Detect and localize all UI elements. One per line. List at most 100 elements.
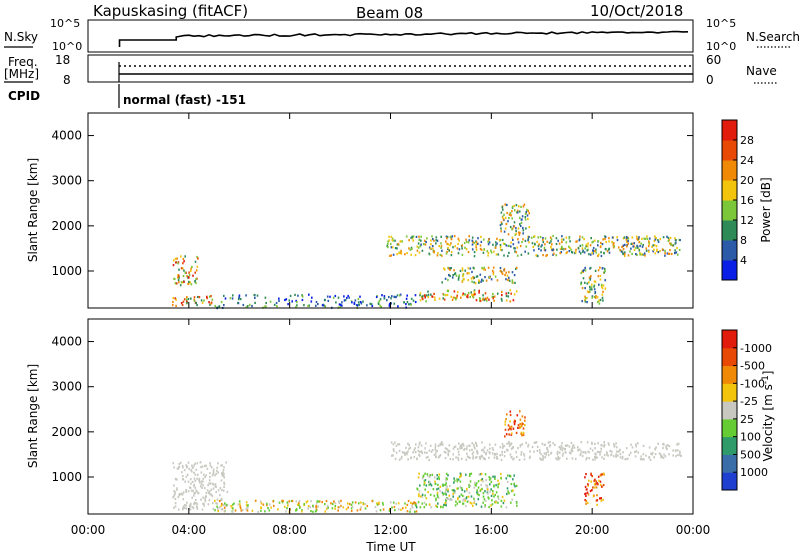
echo-cell [637,238,639,241]
echo-cell [405,303,407,306]
echo-cell [266,504,268,507]
echo-cell [472,293,475,296]
echo-cell [558,446,561,449]
echo-cell [424,294,426,297]
echo-cell [510,433,513,436]
echo-cell [596,482,598,485]
echo-cell [501,446,504,449]
echo-cell [464,499,466,502]
echo-cell [581,270,583,273]
echo-cell [176,478,178,481]
echo-cell [584,295,586,298]
echo-cell [472,295,474,298]
echo-cell [418,490,421,493]
echo-cell [467,267,470,270]
echo-cell [585,458,587,461]
echo-cell [499,243,502,247]
noise-left-tick-bottom: 10^0 [52,40,82,53]
echo-cell [621,455,624,458]
echo-cell [580,272,582,275]
echo-cell [554,443,556,446]
echo-cell [461,267,464,270]
echo-cell [431,449,434,452]
echo-cell [397,508,400,511]
echo-cell [520,253,523,256]
echo-cell [539,235,542,239]
echo-cell [581,287,584,290]
echo-cell [364,503,366,506]
echo-cell [287,303,289,306]
echo-cell [180,255,182,258]
echo-cell [424,472,426,475]
echo-cell [469,449,471,452]
echo-cell [216,502,219,505]
echo-cell [437,487,440,490]
echo-cell [630,247,632,250]
echo-cell [359,295,361,298]
echo-cell [477,491,479,494]
echo-cell [412,451,414,454]
echo-cell [420,495,422,498]
echo-cell [264,296,267,299]
echo-cell [568,451,571,454]
echo-cell [398,443,401,446]
echo-cell [496,457,499,460]
echo-cell [205,474,207,477]
echo-cell [584,485,587,488]
echo-cell [633,248,636,251]
echo-cell [222,471,224,474]
echo-cell [539,457,541,460]
echo-cell [212,470,215,473]
echo-cell [678,248,681,252]
x-tick-label: 16:00 [474,523,509,537]
echo-cell [468,235,470,238]
echo-cell [507,474,509,477]
echo-cell [590,275,592,278]
echo-cell [434,443,437,446]
echo-cell [172,264,175,267]
echo-cell [593,288,596,291]
echo-cell [456,294,458,297]
echo-cell [600,450,602,453]
echo-cell [202,496,204,499]
echo-cell [248,303,251,306]
echo-cell [416,488,419,491]
echo-cell [473,281,475,284]
colorbar-swatch [722,200,737,221]
echo-cell [409,446,411,449]
noise-sky-line [118,30,689,47]
echo-cell [511,279,514,282]
echo-cell [205,464,207,467]
echo-cell [509,410,512,413]
echo-cell [326,504,329,507]
colorbar-tick-label: 24 [740,154,754,167]
echo-cell [591,441,593,444]
echo-cell [502,502,505,505]
y-tick-label: 4000 [51,335,82,349]
echo-cell [389,501,392,504]
echo-cell [312,505,315,509]
echo-cell [467,294,469,297]
echo-cell [439,490,441,493]
echo-cell [448,444,451,447]
echo-cell [460,487,463,490]
echo-cell [529,450,531,453]
echo-cell [445,252,448,255]
echo-cell [646,235,648,238]
echo-cell [173,506,175,509]
echo-cell [412,239,415,242]
echo-cell [511,228,513,231]
echo-cell [483,238,485,241]
echo-cell [419,245,422,248]
echo-cell [549,236,552,239]
echo-cell [197,257,199,260]
freq-left-label-1: Freq. [8,55,38,69]
echo-cell [586,282,589,285]
echo-cell [488,298,490,301]
echo-cell [486,296,489,299]
echo-cell [429,247,432,250]
echo-cell [447,267,450,270]
echo-cell [486,488,489,491]
echo-cell [634,455,637,458]
